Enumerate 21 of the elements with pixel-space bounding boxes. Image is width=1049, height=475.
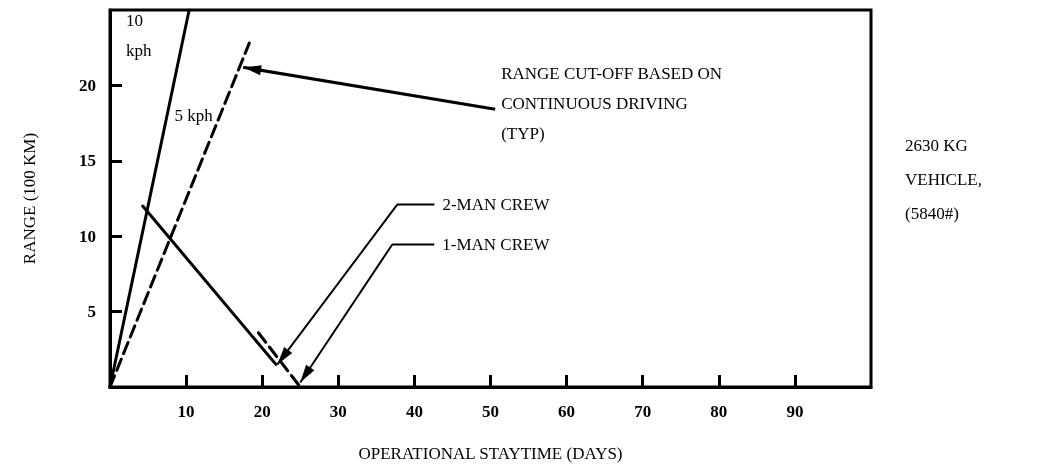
x-tick-label: 60: [558, 402, 576, 421]
x-axis-title: OPERATIONAL STAYTIME (DAYS): [358, 444, 623, 463]
x-tick-label: 30: [329, 402, 347, 421]
x-tick-label: 90: [786, 402, 804, 421]
text: 2630 KG VEHICLE, (5840#): [905, 135, 987, 223]
annotation: 10 kph: [125, 10, 152, 60]
x-tick-label: 10: [177, 402, 195, 421]
x-tick-label: 80: [710, 402, 728, 421]
x-tick-label: 50: [482, 402, 499, 421]
annotation: 5 kph: [174, 106, 214, 126]
y-tick-label: 20: [79, 75, 96, 95]
y-tick-label: 5: [87, 302, 96, 322]
y-axis-title: RANGE (100 KM): [20, 132, 39, 265]
x-tick-label: 70: [634, 402, 652, 421]
annotation: 1-MAN CREW: [442, 234, 551, 254]
x-tick-label: 20: [253, 402, 271, 421]
annotation: RANGE CUT-OFF BASED ON CONTINUOUS DRIVING (TYP): [501, 63, 727, 143]
annotation: 2-MAN CREW: [442, 194, 551, 214]
x-tick-label: 40: [405, 402, 423, 421]
y-tick-label: 15: [79, 151, 96, 171]
y-tick-label: 10: [79, 226, 96, 246]
